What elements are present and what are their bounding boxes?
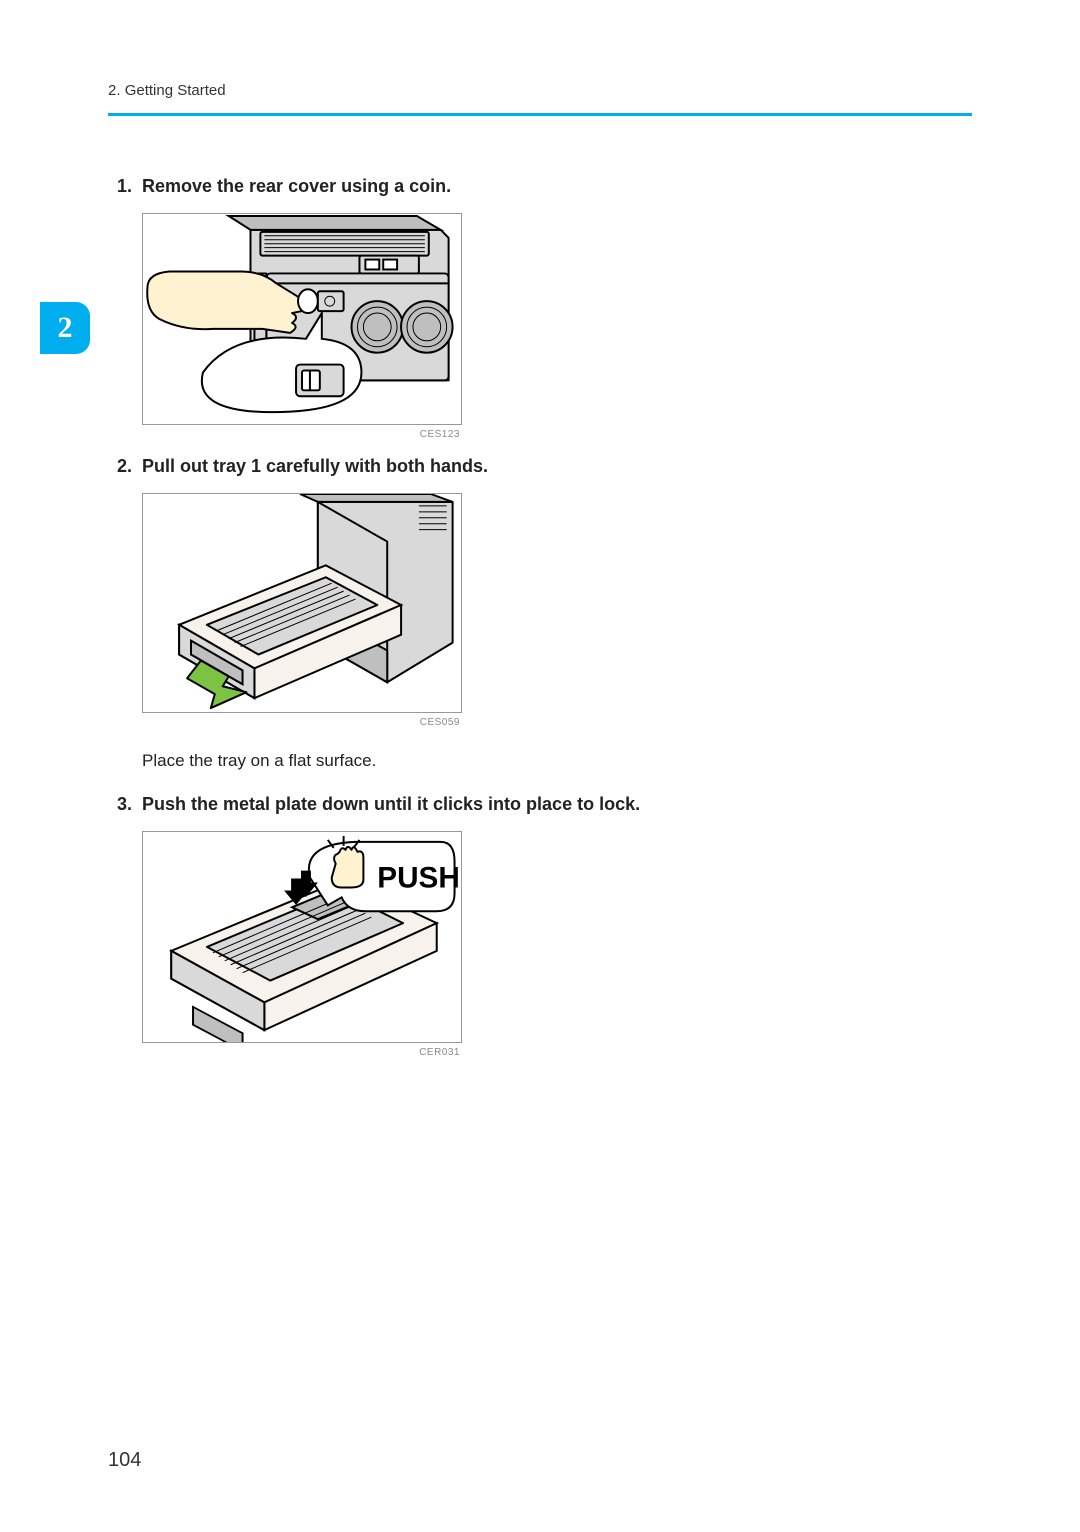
step-heading: 1. Remove the rear cover using a coin. [108,174,972,199]
figure-caption: CER031 [142,1047,462,1058]
step-number: 3. [108,792,132,817]
chapter-tab-number: 2 [58,311,73,345]
step-title: Pull out tray 1 carefully with both hand… [142,454,972,479]
figure-printer-rear-coin [142,213,462,425]
step-number: 1. [108,174,132,199]
push-label: PUSH [377,862,460,895]
figure-caption: CES059 [142,717,462,728]
step: 1. Remove the rear cover using a coin. [108,174,972,440]
figure-container: CES123 [142,213,462,440]
step-heading: 2. Pull out tray 1 carefully with both h… [108,454,972,479]
figure-container: CES059 [142,493,462,728]
page-header: 2. Getting Started [108,82,972,116]
figure-container: PUSH CER031 [142,831,462,1058]
step-title: Push the metal plate down until it click… [142,792,972,817]
chapter-tab: 2 [40,302,90,354]
content: 1. Remove the rear cover using a coin. [108,116,972,1058]
header-breadcrumb: 2. Getting Started [108,82,972,109]
figure-tray-push: PUSH [142,831,462,1043]
step-number: 2. [108,454,132,479]
chapter-title: Getting Started [125,82,226,99]
step-heading: 3. Push the metal plate down until it cl… [108,792,972,817]
step-body-text: Place the tray on a flat surface. [142,748,972,774]
page-number: 104 [108,1449,141,1472]
figure-tray-pull [142,493,462,713]
page: 2. Getting Started 2 1. Remove the rear … [0,0,1080,1532]
chapter-prefix: 2. [108,82,121,99]
step: 3. Push the metal plate down until it cl… [108,792,972,1058]
figure-caption: CES123 [142,429,462,440]
step: 2. Pull out tray 1 carefully with both h… [108,454,972,774]
step-title: Remove the rear cover using a coin. [142,174,972,199]
